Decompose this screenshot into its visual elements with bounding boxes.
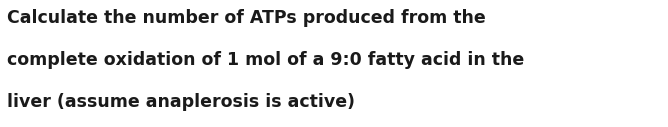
Text: liver (assume anaplerosis is active): liver (assume anaplerosis is active) (7, 93, 355, 111)
Text: complete oxidation of 1 mol of a 9:0 fatty acid in the: complete oxidation of 1 mol of a 9:0 fat… (7, 51, 524, 69)
Text: Calculate the number of ATPs produced from the: Calculate the number of ATPs produced fr… (7, 9, 486, 27)
